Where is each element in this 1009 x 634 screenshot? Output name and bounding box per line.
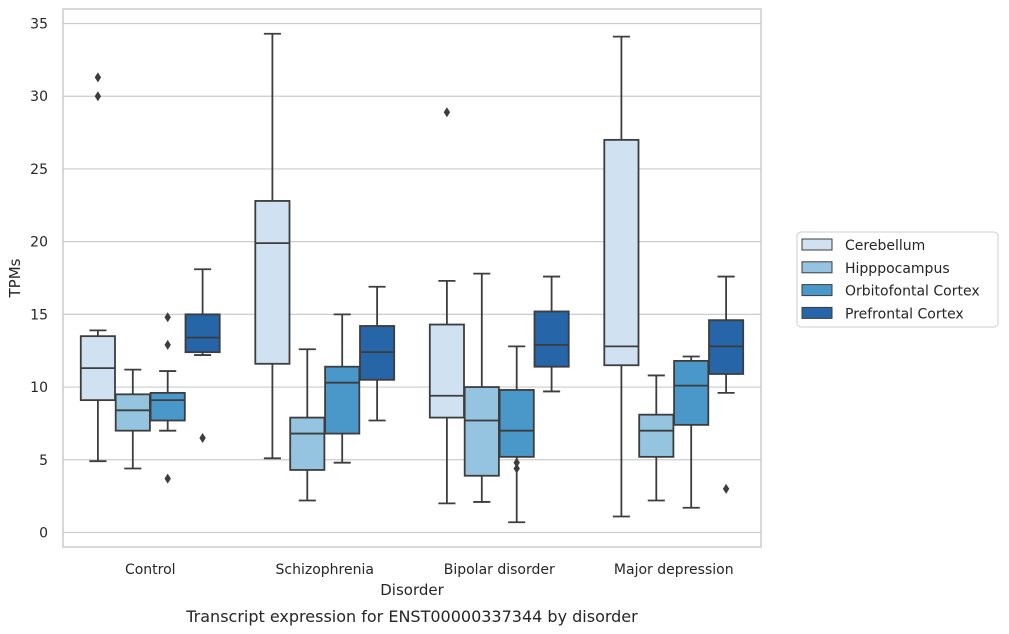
x-axis-label: Disorder: [380, 581, 444, 599]
legend-label: Prefrontal Cortex: [845, 306, 964, 322]
legend-swatch: [801, 261, 833, 274]
legend-label: Cerebellum: [845, 238, 925, 254]
box: [603, 138, 640, 367]
box: [254, 200, 291, 365]
x-tick-label: Control: [125, 562, 176, 578]
box: [149, 391, 186, 422]
box-group: [673, 355, 710, 509]
box: [428, 323, 465, 419]
box: [498, 389, 535, 458]
legend: Cerebellum Hipppocampus Orbitofontal Corte…: [796, 231, 999, 328]
outlier-point: [94, 72, 102, 83]
box-group: [254, 32, 291, 460]
legend-swatch: [801, 284, 833, 297]
outlier-point: [164, 473, 171, 484]
legend-item: Orbitofontal Cortex: [801, 284, 980, 300]
box-group: [359, 285, 396, 422]
box-group: [184, 268, 221, 443]
outlier-point: [513, 457, 520, 468]
box-group: [149, 312, 186, 484]
y-tick-labels: 0 5 10 15 20 25 30 35: [30, 17, 48, 542]
y-axis-label: TPMs: [6, 258, 24, 298]
x-tick-label: Bipolar disorder: [444, 562, 555, 578]
box: [463, 386, 500, 477]
plot-frame: [62, 8, 762, 548]
legend-item: Cerebellum: [801, 238, 925, 254]
box: [533, 310, 570, 368]
box-group: [603, 35, 640, 518]
box: [289, 416, 326, 471]
y-tick-label: 20: [30, 235, 48, 251]
box: [673, 359, 710, 426]
box-plot-area: [79, 32, 745, 524]
y-tick-label: 5: [39, 453, 48, 469]
box-group: [463, 272, 500, 503]
box-group: [533, 275, 570, 393]
outlier-point: [94, 91, 102, 102]
box-group: [498, 345, 535, 524]
box-group: [708, 275, 745, 494]
chart-caption: Transcript expression for ENST0000033734…: [185, 607, 638, 626]
x-tick-label: Major depression: [614, 562, 734, 578]
outlier-point: [164, 339, 171, 350]
outlier-point: [513, 463, 520, 474]
y-tick-label: 25: [30, 162, 48, 178]
legend-swatch: [801, 306, 833, 319]
box: [638, 413, 675, 458]
x-tick-label: Schizophrenia: [276, 562, 374, 578]
legend-label: Hipppocampus: [845, 261, 950, 277]
outlier-point: [722, 483, 730, 494]
legend-item: Hipppocampus: [801, 261, 950, 277]
box-group: [114, 368, 151, 470]
box: [184, 313, 221, 354]
outlier-point: [164, 312, 171, 323]
legend-frame: [796, 231, 999, 328]
legend-item: Prefrontal Cortex: [801, 306, 964, 322]
box-group: [324, 313, 361, 464]
grid-lines: [63, 22, 761, 534]
box-group: [638, 374, 675, 502]
y-tick-label: 10: [30, 380, 48, 396]
y-tick-label: 0: [39, 525, 48, 541]
outlier-point: [443, 107, 451, 118]
box-group: [79, 72, 116, 463]
box: [324, 365, 361, 435]
outlier-point: [199, 432, 206, 443]
legend-label: Orbitofontal Cortex: [845, 284, 980, 300]
y-tick-label: 30: [30, 89, 48, 105]
x-tick-labels: Control Schizophrenia Bipolar disorder Majo…: [125, 562, 734, 578]
box-group: [289, 348, 326, 502]
legend-swatch: [801, 238, 833, 251]
box-group: [428, 107, 465, 505]
y-tick-label: 15: [30, 307, 48, 323]
y-tick-label: 35: [30, 17, 48, 33]
box: [114, 393, 151, 432]
